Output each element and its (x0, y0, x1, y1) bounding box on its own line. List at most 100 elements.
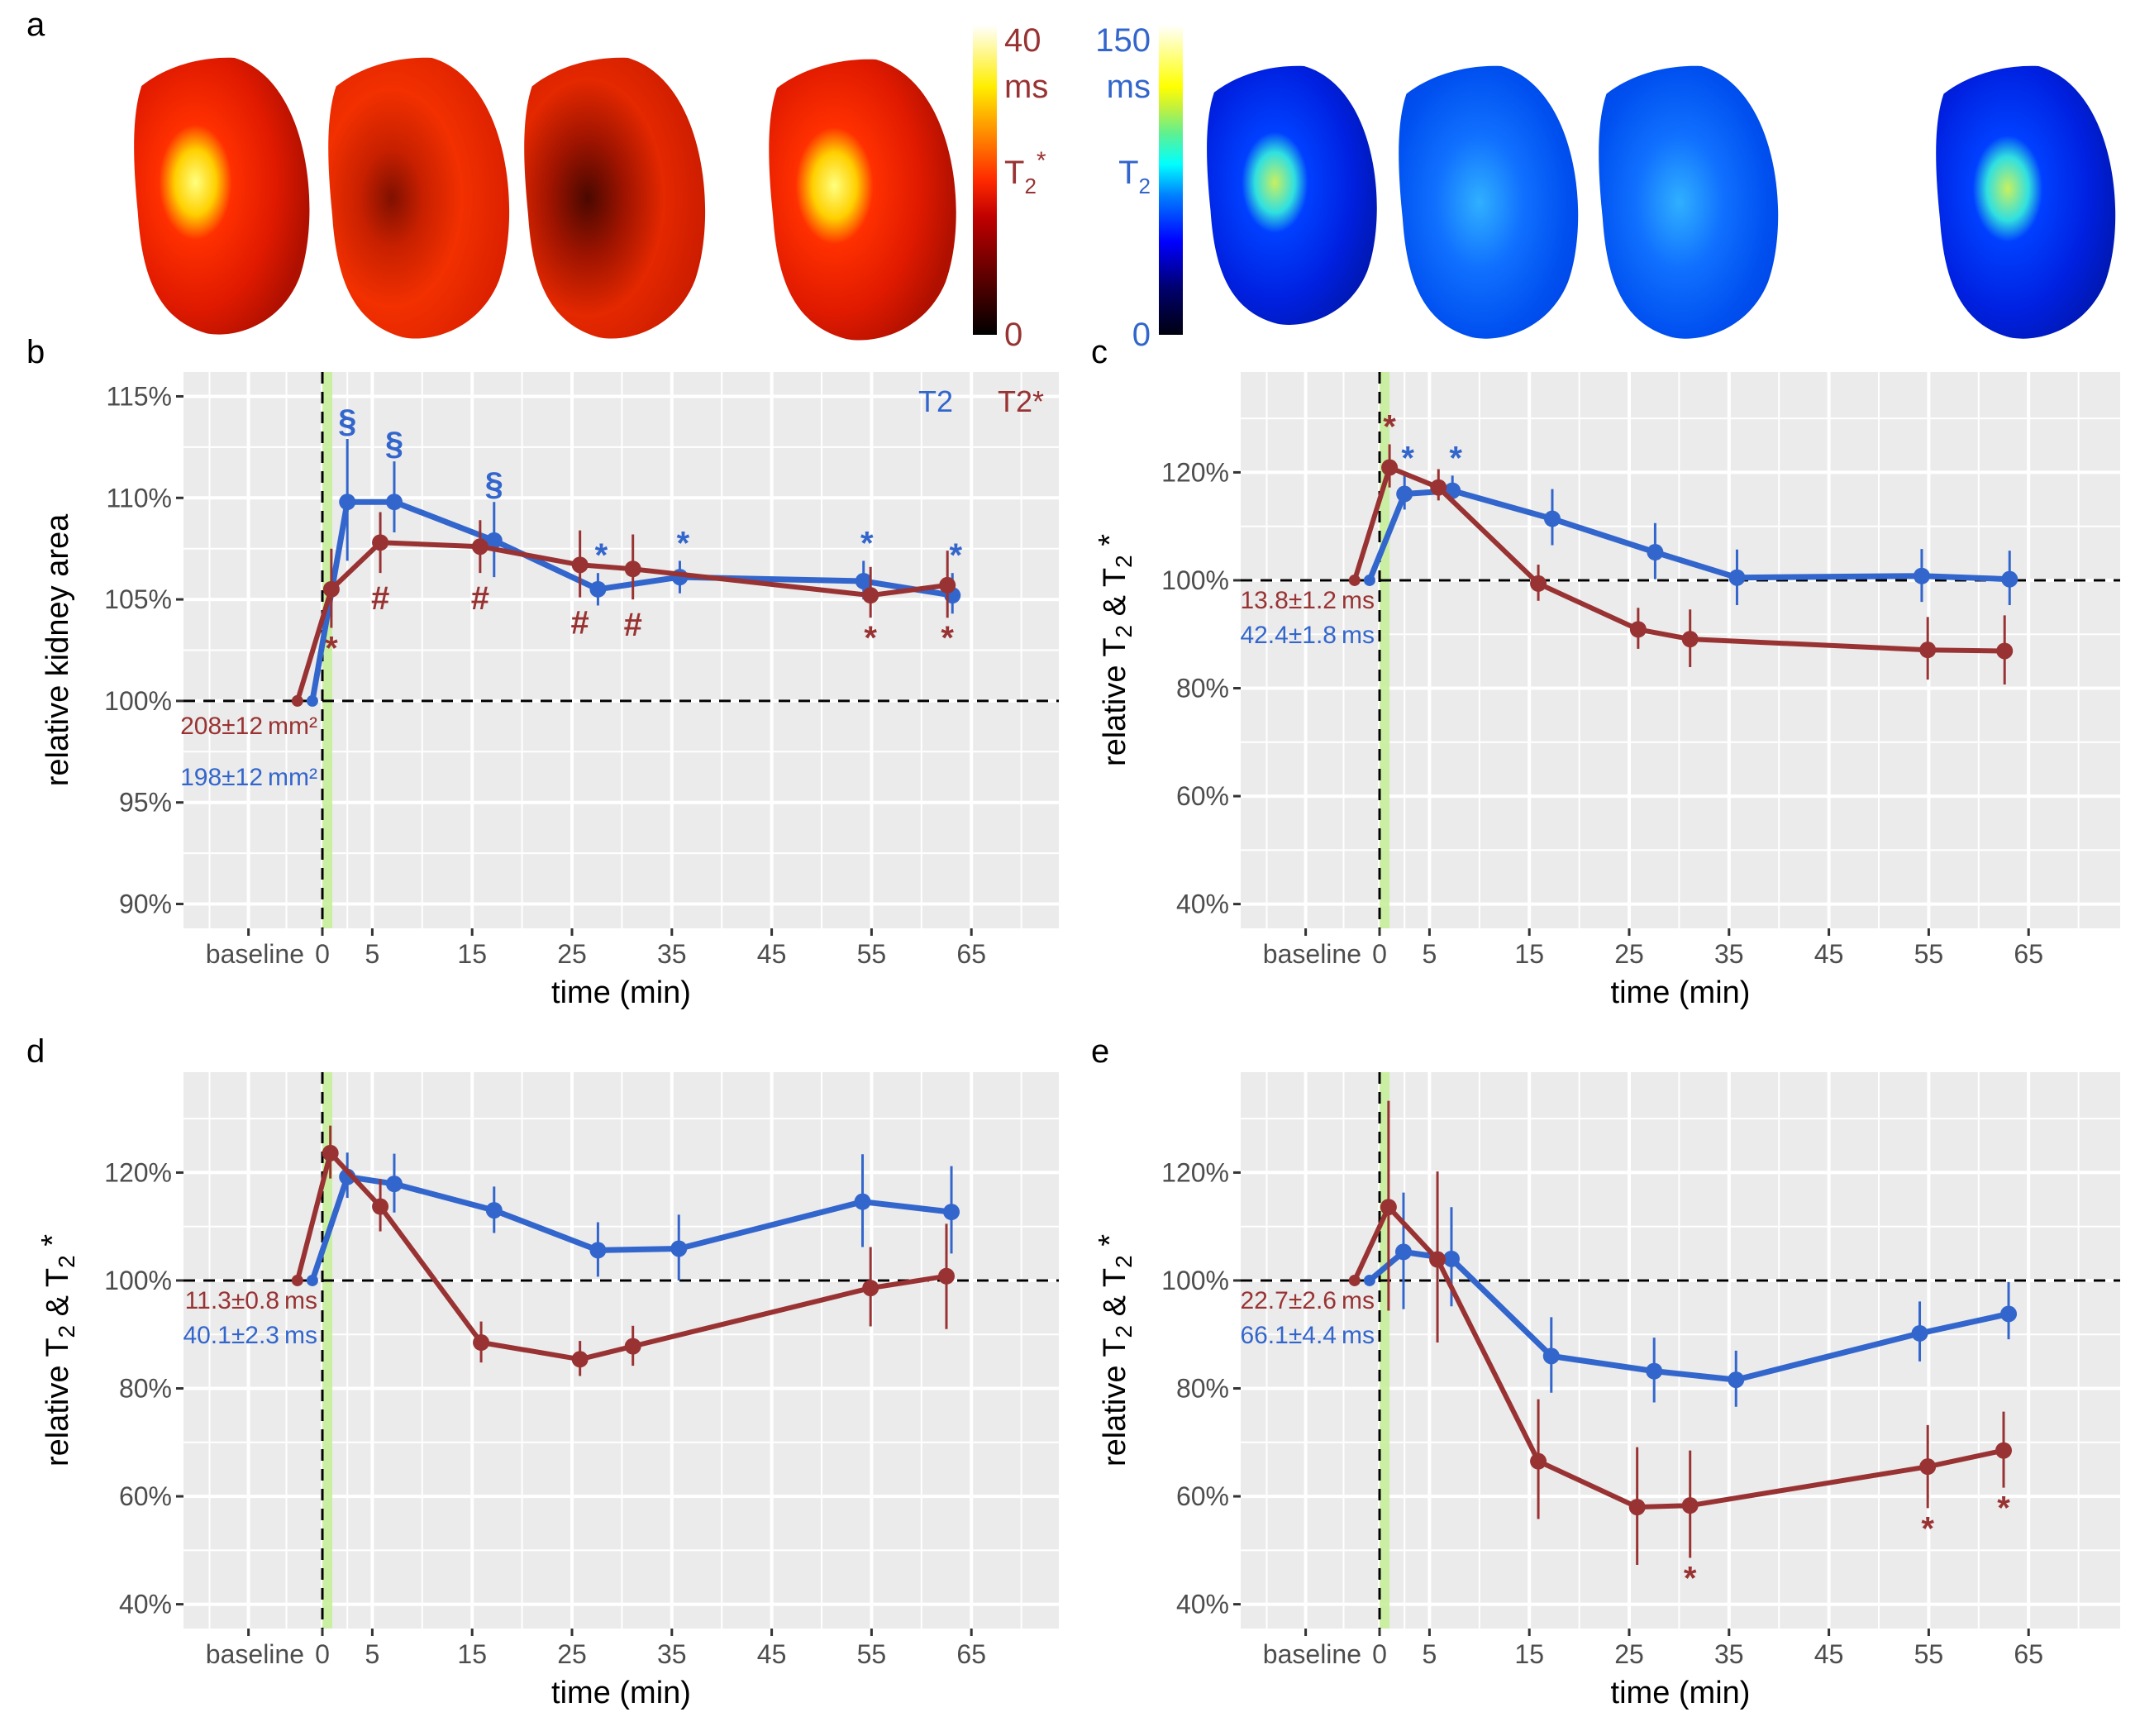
data-point-t2 (485, 532, 503, 549)
t2star-colorbar-unit-label: ms (1004, 69, 1048, 105)
baseline-annotation-t2star: 13.8±1.2 ms (1240, 587, 1375, 614)
data-point-t2star (1429, 1251, 1447, 1268)
x-tick-label: 0 (1372, 939, 1387, 969)
y-axis-title-part: & T (41, 1268, 75, 1325)
y-tick-label: 100% (1161, 1266, 1229, 1295)
y-tick-label: 60% (119, 1481, 172, 1511)
y-axis-title-part: relative T (41, 1338, 75, 1467)
significance-marker-t2star: * (1684, 1560, 1697, 1596)
data-point-t2 (589, 1242, 607, 1259)
baseline-annotation-t2: 40.1±2.3 ms (183, 1322, 317, 1349)
t2-map-3 (1599, 65, 1779, 339)
panel-letter-b: b (26, 334, 45, 370)
x-tick-label: 15 (1514, 939, 1544, 969)
data-point-t2star (372, 534, 389, 551)
significance-marker-t2star: * (941, 620, 954, 656)
data-point-t2star (1919, 1458, 1937, 1476)
significance-marker-t2star: # (371, 580, 389, 617)
y-tick-label: 105% (104, 584, 172, 614)
x-tick-label: 55 (857, 1639, 887, 1669)
data-point-t2 (1646, 1362, 1663, 1380)
x-tick-label: 15 (457, 939, 487, 969)
y-axis-title: relative T2 & T2 * (36, 1234, 79, 1467)
x-tick-label: 35 (1714, 1639, 1744, 1669)
data-point-t2 (2000, 1305, 2018, 1323)
data-point-t2 (1728, 1371, 1745, 1389)
data-point-t2star (1530, 1452, 1547, 1470)
data-point-t2 (485, 1202, 503, 1219)
data-point-t2 (306, 1274, 318, 1286)
significance-marker-t2star: # (624, 607, 642, 643)
significance-marker-t2star: * (1383, 408, 1396, 445)
data-point-t2star (939, 576, 956, 594)
data-point-t2 (670, 1240, 688, 1257)
data-point-t2star (1348, 574, 1361, 586)
data-point-t2 (855, 572, 872, 589)
data-point-t2star (291, 1274, 303, 1286)
data-point-t2 (385, 1176, 403, 1193)
series-line-t2star (294, 1150, 947, 1362)
data-point-t2star (571, 1351, 589, 1368)
t2star-colorbar-min-label: 0 (1004, 317, 1022, 347)
y-tick-label: 40% (1176, 889, 1229, 919)
x-tick-label: baseline (1263, 939, 1361, 969)
significance-marker-t2star: * (1921, 1510, 1934, 1547)
x-tick-label: 25 (1614, 1639, 1644, 1669)
x-tick-label: 5 (1423, 1639, 1437, 1669)
data-point-t2star (291, 694, 303, 707)
significance-marker-t2star: # (571, 605, 589, 641)
data-point-t2 (385, 494, 403, 511)
y-axis-title-part: & T (1098, 1268, 1132, 1325)
t2-colorbar-max-label: 150 (1095, 22, 1151, 59)
data-point-t2star (1919, 641, 1937, 659)
t2-map-2 (1399, 65, 1579, 339)
x-axis-title: time (min) (551, 1676, 691, 1710)
significance-marker-t2: § (338, 403, 356, 440)
data-point-t2star (1995, 1442, 2012, 1459)
x-tick-label: 25 (557, 939, 587, 969)
y-tick-label: 100% (104, 1266, 172, 1295)
y-axis-title-part: 2 (54, 1255, 79, 1268)
series-line-t2star (294, 540, 948, 702)
t2star-map-2 (328, 57, 510, 339)
plot-background (1241, 1072, 2120, 1629)
x-tick-label: 25 (1614, 939, 1644, 969)
data-point-t2star (1628, 1499, 1646, 1516)
y-axis-title: relative T2 & T2 * (1093, 1234, 1137, 1467)
y-axis-title-part: * (36, 1234, 70, 1256)
x-tick-label: 5 (365, 1639, 380, 1669)
y-axis-title-part: * (1093, 1234, 1127, 1256)
data-point-t2 (1363, 1274, 1375, 1286)
data-point-t2 (1542, 1347, 1560, 1365)
data-point-t2 (1647, 544, 1664, 561)
y-axis-title-part: 2 (1111, 555, 1137, 568)
data-point-t2 (2001, 570, 2018, 588)
y-axis-title-part: 2 (1111, 1255, 1137, 1268)
data-point-t2star (471, 538, 489, 556)
data-point-t2star (862, 1280, 879, 1297)
y-tick-label: 80% (119, 1374, 172, 1404)
significance-marker-t2: * (677, 525, 690, 561)
x-tick-label: 55 (1914, 939, 1944, 969)
infusion-band (1380, 372, 1390, 928)
data-point-t2 (589, 580, 607, 598)
t2-colorbar (1159, 25, 1183, 335)
x-axis-title: time (min) (1611, 975, 1751, 1010)
baseline-annotation-t2star: 22.7±2.6 ms (1240, 1287, 1375, 1314)
x-tick-label: 45 (757, 1639, 787, 1669)
y-axis-title-part: relative T (1098, 1338, 1132, 1467)
y-axis-title-part: * (1093, 534, 1127, 556)
y-tick-label: 120% (1161, 1157, 1229, 1187)
x-tick-label: baseline (1263, 1639, 1361, 1669)
data-point-t2star (1380, 1199, 1397, 1216)
y-tick-label: 90% (119, 889, 172, 919)
y-tick-label: 120% (1161, 457, 1229, 487)
y-axis-title-part: 2 (1111, 1325, 1137, 1338)
y-axis-title-part: relative T (1098, 637, 1132, 766)
legend-item-t2star: T2* (998, 384, 1044, 418)
t2star-name-sup: * (1037, 147, 1046, 174)
data-point-t2star (1530, 575, 1547, 592)
y-tick-label: 110% (107, 483, 172, 513)
data-point-t2star (322, 580, 340, 598)
infusion-band (322, 1072, 333, 1629)
